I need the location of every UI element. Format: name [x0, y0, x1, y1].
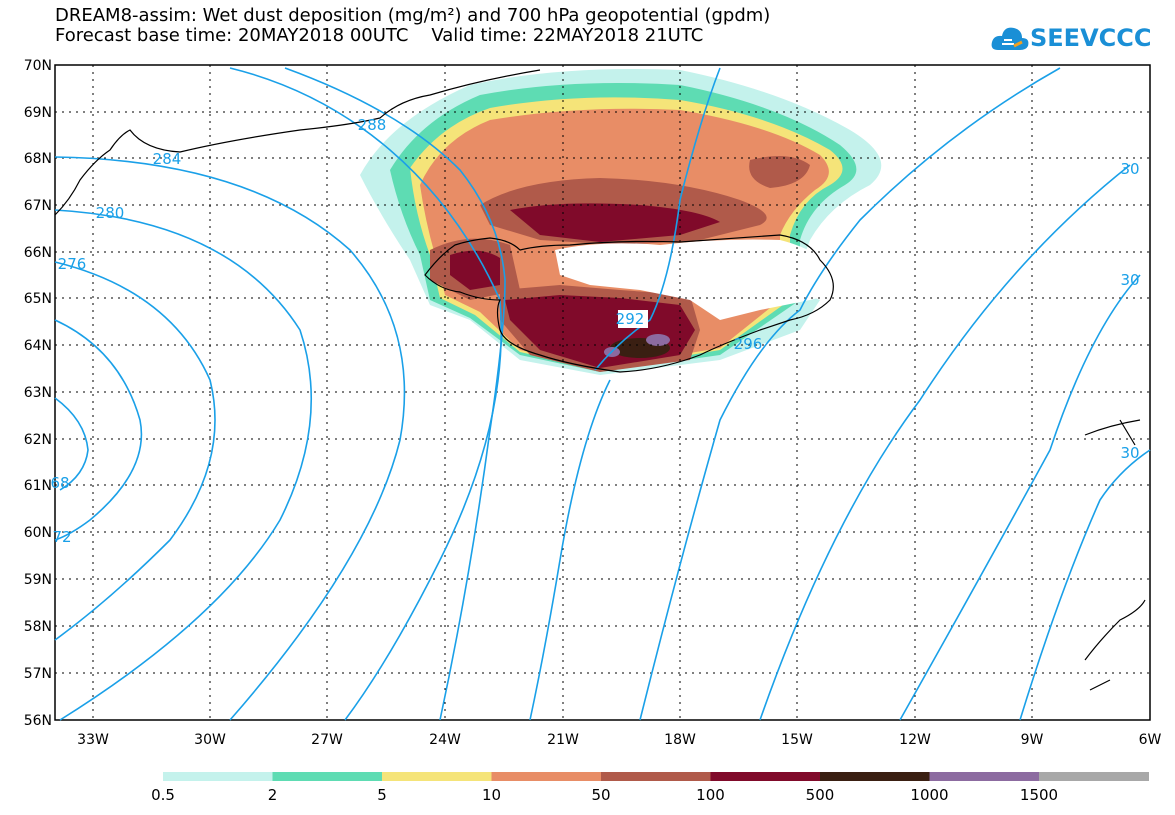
contour-label: 280	[96, 204, 125, 222]
legend-label: 10	[481, 786, 502, 804]
contour-labels: 284 288 280 276 68 72 292 296 30 30 30	[50, 116, 1139, 546]
lon-tick-label: 12W	[899, 732, 931, 748]
iceland-land	[555, 239, 840, 320]
coastlines	[54, 69, 1146, 691]
contour-label: 292	[616, 310, 645, 328]
graticule	[55, 65, 1150, 720]
dust-band-100	[450, 203, 720, 368]
lat-tick-label: 68N	[24, 151, 52, 167]
lon-tick-label: 9W	[1021, 732, 1044, 748]
contour-label: 30	[1120, 444, 1139, 462]
lon-tick-label: 21W	[547, 732, 579, 748]
legend-label: 500	[805, 786, 835, 804]
contour-label: 288	[358, 116, 387, 134]
contour-label: 72	[52, 528, 71, 546]
legend-color-box	[272, 772, 383, 781]
legend-label: 0.5	[151, 786, 175, 804]
lon-tick-label: 30W	[194, 732, 226, 748]
lat-tick-label: 56N	[24, 713, 52, 729]
lon-tick-label: 15W	[781, 732, 813, 748]
legend-boxes	[163, 772, 1149, 781]
legend-color-box	[710, 772, 821, 781]
geopotential-contours	[54, 67, 1151, 721]
lon-tick-label: 24W	[429, 732, 461, 748]
legend-color-box	[1039, 772, 1149, 781]
lat-tick-label: 58N	[24, 619, 52, 635]
lat-tick-label: 59N	[24, 572, 52, 588]
lat-tick-label: 64N	[24, 338, 52, 354]
contour-label: 296	[734, 335, 763, 353]
lat-tick-label: 69N	[24, 105, 52, 121]
cloud-logo-icon	[991, 27, 1029, 50]
dust-deposition-shading	[360, 69, 882, 375]
lat-tick-label: 67N	[24, 198, 52, 214]
dust-band-1000	[646, 334, 670, 346]
legend-color-box	[601, 772, 711, 781]
legend-label: 100	[696, 786, 725, 804]
lat-tick-label: 62N	[24, 432, 52, 448]
lat-tick-label: 60N	[24, 525, 52, 541]
legend-color-box	[382, 772, 492, 781]
lon-tick-label: 18W	[664, 732, 696, 748]
legend-label: 2	[267, 786, 278, 804]
legend-color-box	[163, 772, 273, 781]
contour-label: 284	[153, 150, 182, 168]
lon-tick-label: 33W	[77, 732, 109, 748]
legend-color-box	[491, 772, 602, 781]
lat-tick-label: 66N	[24, 245, 52, 261]
logo-text: SEEVCCC	[1030, 24, 1152, 52]
lat-tick-label: 70N	[24, 58, 52, 74]
contour-label: 30	[1120, 271, 1139, 289]
legend-label: 1000	[910, 786, 949, 804]
chart-title: DREAM8-assim: Wet dust deposition (mg/m²…	[55, 5, 771, 26]
chart-subtitle: Forecast base time: 20MAY2018 00UTC Vali…	[55, 25, 704, 46]
contour-label: 276	[58, 255, 87, 273]
legend-color-box	[929, 772, 1040, 781]
lon-tick-label: 27W	[311, 732, 343, 748]
lon-tick-label: 6W	[1139, 732, 1162, 748]
lat-tick-label: 65N	[24, 291, 52, 307]
contour-label: 30	[1120, 160, 1139, 178]
contour-label-bg	[618, 310, 648, 328]
lat-tick-label: 61N	[24, 478, 52, 494]
legend-color-box	[820, 772, 930, 781]
legend-label: 1500	[1019, 786, 1059, 804]
lat-tick-label: 63N	[24, 385, 52, 401]
legend-label: 50	[591, 786, 611, 804]
lat-tick-label: 57N	[24, 666, 52, 682]
lon-labels: 33W 30W 27W 24W 21W 18W 15W 12W 9W 6W	[77, 732, 1161, 748]
legend-label: 5	[377, 786, 387, 804]
lat-labels: 70N 69N 68N 67N 66N 65N 64N 63N 62N 61N 60N 59N 58N 5…	[24, 58, 52, 729]
contour-label: 68	[50, 474, 69, 492]
